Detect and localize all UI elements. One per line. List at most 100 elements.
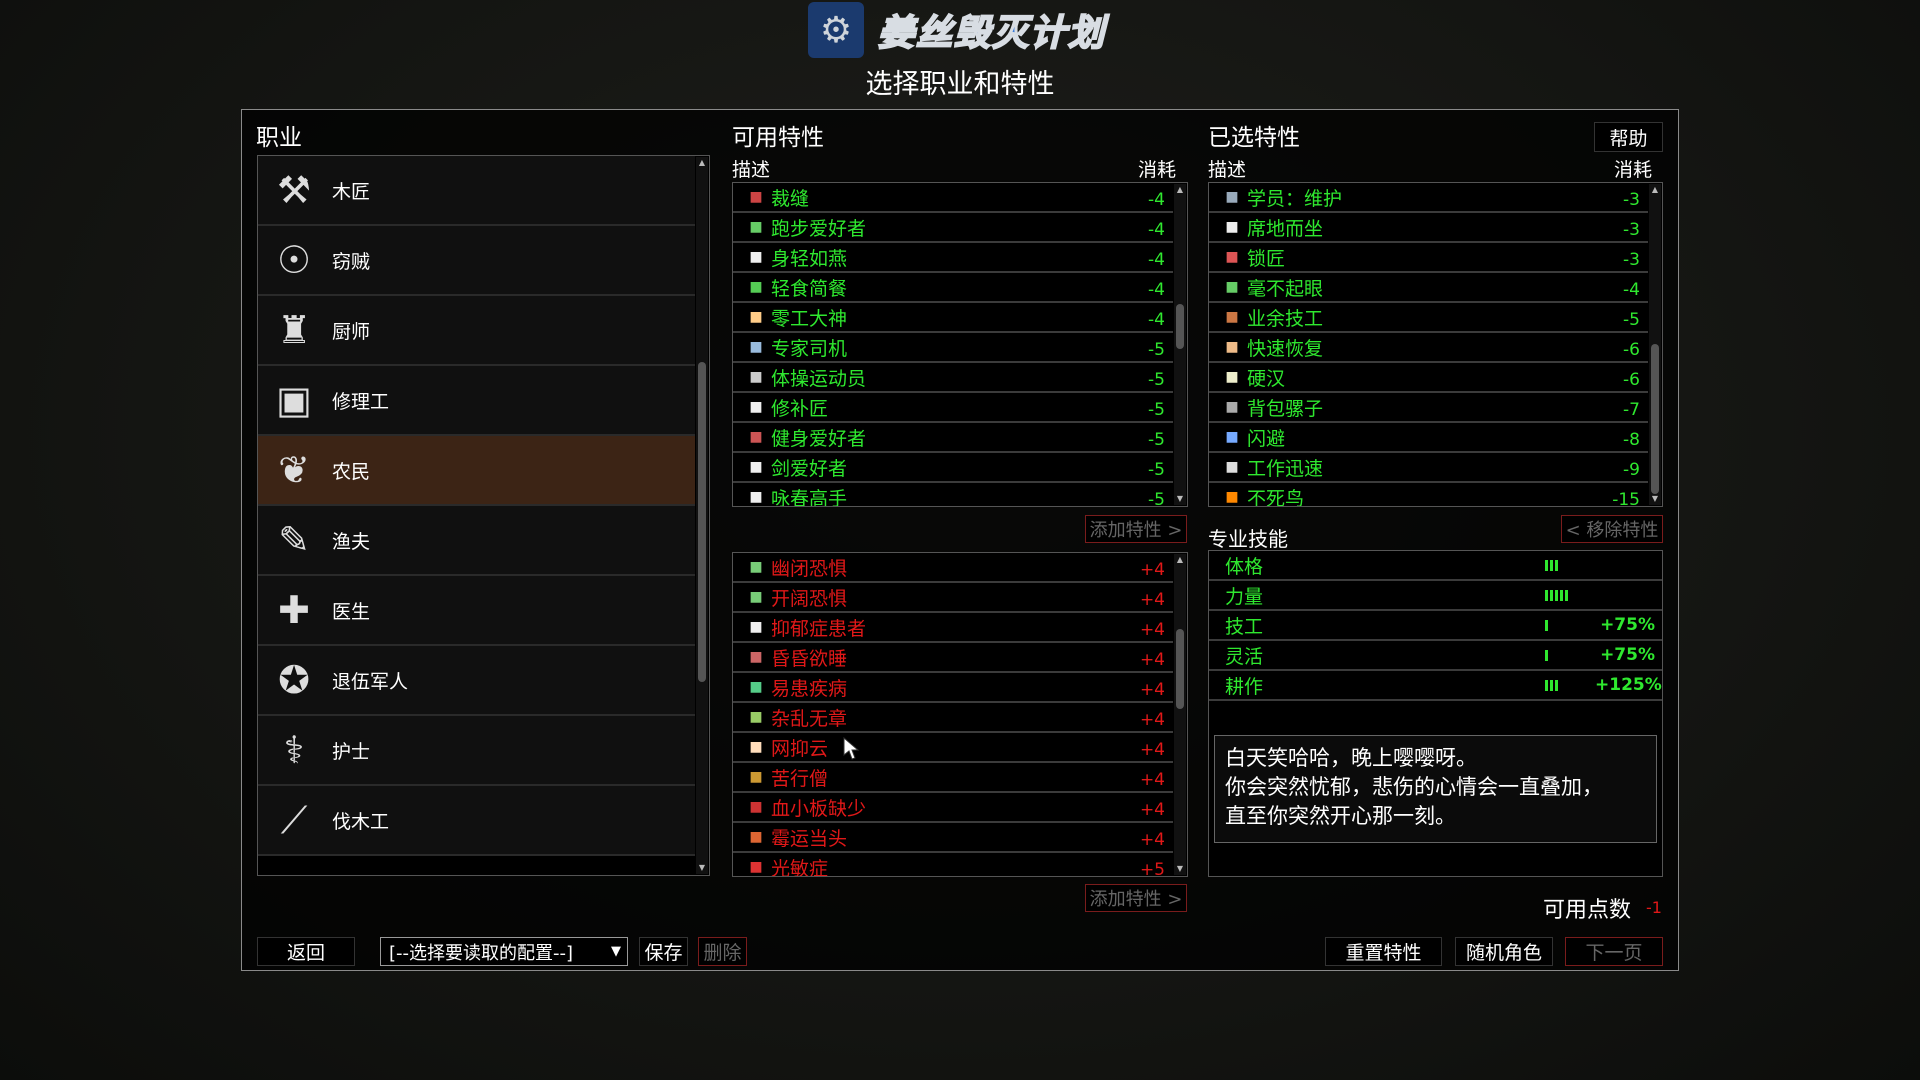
worker-icon: ■ [749, 309, 763, 325]
skill-level-bar [1545, 559, 1595, 571]
points-label: 可用点数 [1543, 898, 1632, 923]
trait-row[interactable]: ■ 不死鸟 -15 [1209, 483, 1648, 507]
job-item[interactable]: ✚ 医生 [258, 576, 695, 646]
claustrophobia-icon: ■ [749, 559, 763, 575]
job-item[interactable]: ⚕ 护士 [258, 716, 695, 786]
trait-row[interactable]: ■ 幽闭恐惧 +4 [733, 553, 1173, 583]
job-item[interactable]: ⟋ 伐木工 [258, 786, 695, 856]
chef-hat-icon: ♜ [276, 308, 312, 352]
add-negative-trait-button[interactable]: 添加特性 > [1085, 884, 1187, 912]
remove-trait-button[interactable]: < 移除特性 [1561, 515, 1663, 543]
trait-label: 快速恢复 [1247, 337, 1324, 360]
trait-row[interactable]: ■ 修补匠 -5 [733, 393, 1173, 423]
trait-row[interactable]: ■ 网抑云 +4 [733, 733, 1173, 763]
trait-row[interactable]: ■ 轻食简餐 -4 [733, 273, 1173, 303]
needle-icon: ■ [749, 399, 763, 415]
trait-label: 身轻如燕 [771, 247, 848, 270]
trait-row[interactable]: ■ 剑爱好者 -5 [733, 453, 1173, 483]
trait-row[interactable]: ■ 苦行僧 +4 [733, 763, 1173, 793]
trait-label: 咏春高手 [771, 487, 848, 507]
reset-traits-button[interactable]: 重置特性 [1325, 937, 1442, 966]
trait-label: 幽闭恐惧 [771, 557, 848, 580]
job-item[interactable]: ☉ 窃贼 [258, 226, 695, 296]
job-item[interactable]: ✪ 退伍军人 [258, 646, 695, 716]
delete-button[interactable]: 删除 [698, 937, 747, 966]
sad-face-hand-icon: ■ [749, 739, 763, 755]
job-item[interactable]: ▣ 修理工 [258, 366, 695, 436]
trait-cost: -6 [1623, 370, 1640, 390]
add-positive-trait-button[interactable]: 添加特性 > [1085, 515, 1187, 543]
trait-cost: -5 [1148, 340, 1165, 360]
trait-row[interactable]: ■ 昏昏欲睡 +4 [733, 643, 1173, 673]
trait-row[interactable]: ■ 跑步爱好者 -4 [733, 213, 1173, 243]
next-page-button[interactable]: 下一页 [1565, 937, 1663, 966]
trait-row[interactable]: ■ 光敏症 +5 [733, 853, 1173, 877]
job-label: 厨师 [332, 320, 371, 343]
trait-row[interactable]: ■ 学员：维护 -3 [1209, 183, 1648, 213]
trait-row[interactable]: ■ 专家司机 -5 [733, 333, 1173, 363]
job-item[interactable]: ♜ 厨师 [258, 296, 695, 366]
trait-label: 修补匠 [771, 397, 829, 420]
hammer-icon: ⚒ [276, 168, 312, 212]
dodge-icon: ■ [1225, 429, 1239, 445]
positive-list-scrollbar[interactable]: ▲ ▼ [1174, 184, 1186, 505]
job-item[interactable]: ✎ 渔夫 [258, 506, 695, 576]
trait-row[interactable]: ■ 抑郁症患者 +4 [733, 613, 1173, 643]
trait-row[interactable]: ■ 业余技工 -5 [1209, 303, 1648, 333]
trait-row[interactable]: ■ 血小板缺少 +4 [733, 793, 1173, 823]
skill-label: 技工 [1225, 615, 1264, 638]
trait-cost: -7 [1623, 400, 1640, 420]
trait-row[interactable]: ■ 零工大神 -4 [733, 303, 1173, 333]
chosen-list-scrollbar[interactable]: ▲ ▼ [1649, 184, 1661, 505]
save-button[interactable]: 保存 [639, 937, 688, 966]
game-logo: ⚙ 姜丝毁灭计划 [808, 2, 1106, 58]
axe-icon: ⟋ [280, 798, 308, 842]
trait-label: 易患疾病 [771, 677, 848, 700]
skill-row: 力量 [1209, 581, 1662, 611]
trait-cost: +5 [1139, 860, 1165, 877]
trait-row[interactable]: ■ 身轻如燕 -4 [733, 243, 1173, 273]
job-list-scrollbar[interactable]: ▲ ▼ [696, 157, 708, 874]
back-button[interactable]: 返回 [257, 937, 355, 966]
chosen-col-desc: 描述 [1208, 159, 1247, 181]
blood-drop-icon: ■ [749, 799, 763, 815]
trait-row[interactable]: ■ 开阔恐惧 +4 [733, 583, 1173, 613]
trait-row[interactable]: ■ 体操运动员 -5 [733, 363, 1173, 393]
trait-label: 锁匠 [1247, 247, 1286, 270]
job-item[interactable]: ⚒ 木匠 [258, 156, 695, 226]
license-card-icon: ■ [749, 339, 763, 355]
trait-row[interactable]: ■ 快速恢复 -6 [1209, 333, 1648, 363]
trait-row[interactable]: ■ 硬汉 -6 [1209, 363, 1648, 393]
skill-label: 力量 [1225, 585, 1264, 608]
trait-row[interactable]: ■ 背包骡子 -7 [1209, 393, 1648, 423]
help-button[interactable]: 帮助 [1594, 122, 1663, 152]
preset-dropdown[interactable]: [--选择要读取的配置--] ▼ [380, 937, 628, 966]
job-label: 护士 [332, 740, 371, 763]
trait-row[interactable]: ■ 席地而坐 -3 [1209, 213, 1648, 243]
trait-row[interactable]: ■ 健身爱好者 -5 [733, 423, 1173, 453]
mouse-cursor-icon [843, 736, 860, 760]
trait-row[interactable]: ■ 闪避 -8 [1209, 423, 1648, 453]
trait-cost: -4 [1148, 220, 1165, 240]
trait-row[interactable]: ■ 霉运当头 +4 [733, 823, 1173, 853]
job-label: 农民 [332, 460, 371, 483]
skill-bonus: +75% [1600, 645, 1655, 665]
trait-row[interactable]: ■ 工作迅速 -9 [1209, 453, 1648, 483]
sneaker-icon: ■ [749, 219, 763, 235]
trait-row[interactable]: ■ 锁匠 -3 [1209, 243, 1648, 273]
job-item[interactable]: ❦ 农民 [258, 436, 695, 506]
thread-spool-icon: ■ [749, 189, 763, 205]
points-value: -1 [1646, 898, 1662, 917]
trait-row[interactable]: ■ 咏春高手 -5 [733, 483, 1173, 507]
trait-row[interactable]: ■ 毫不起眼 -4 [1209, 273, 1648, 303]
trait-row[interactable]: ■ 裁缝 -4 [733, 183, 1173, 213]
job-label: 木匠 [332, 180, 371, 203]
negative-list-scrollbar[interactable]: ▲ ▼ [1174, 554, 1186, 875]
trait-row[interactable]: ■ 杂乱无章 +4 [733, 703, 1173, 733]
random-character-button[interactable]: 随机角色 [1455, 937, 1553, 966]
job-label: 修理工 [332, 390, 390, 413]
skill-row: 技工 +75% [1209, 611, 1662, 641]
stopwatch-icon: ■ [1225, 459, 1239, 475]
trait-row[interactable]: ■ 易患疾病 +4 [733, 673, 1173, 703]
skill-label: 体格 [1225, 555, 1264, 578]
